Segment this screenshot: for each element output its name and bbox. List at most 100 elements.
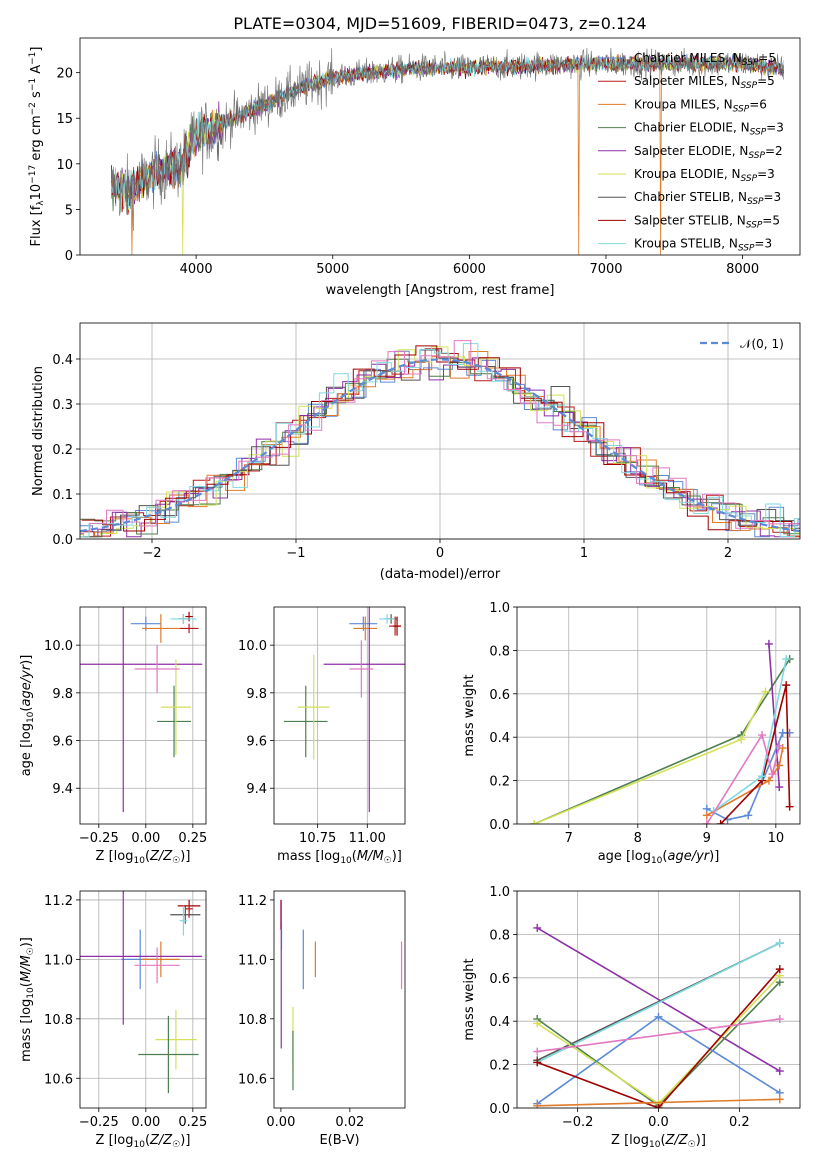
y-tick-label: 9.6 [52, 735, 73, 750]
x-tick-label: −0.2 [562, 1115, 594, 1130]
plus-marker [533, 1101, 542, 1108]
x-tick-label: 0 [436, 546, 444, 561]
y-tick-label: 1.0 [489, 885, 510, 900]
weight-vs-age-panel: 7 8 9 10 0.0 0.2 0.4 0.6 0.8 1.0 age [log10(age/yr… [462, 601, 801, 866]
mass-weight-line [537, 1098, 780, 1107]
plus-marker [654, 1012, 663, 1021]
x-tick-label: 0.02 [335, 1115, 364, 1130]
axes-frame [516, 890, 801, 1109]
x-axis-label: mass [log10(M/M☉)] [277, 849, 402, 866]
y-tick-label: 10.6 [238, 1072, 267, 1087]
x-tick-label: −1 [286, 546, 305, 561]
plot-area [280, 899, 403, 1091]
plus-marker [764, 639, 773, 648]
y-tick-label: 15 [56, 112, 73, 127]
legend-label: Chabrier ELODIE, NSSP=3 [634, 121, 784, 138]
plot-area [533, 923, 784, 1108]
x-axis-label: wavelength [Angstrom, rest frame] [326, 283, 555, 298]
x-axis-label: E(B-V) [319, 1133, 359, 1148]
x-axis-label: Z [log10(Z/Z☉)] [611, 1133, 706, 1150]
y-tick-label: 0.2 [489, 775, 510, 790]
y-tick-label: 0.0 [489, 1102, 510, 1117]
x-axis-label: Z [log10(Z/Z☉)] [96, 1133, 191, 1150]
x-tick-label: 10 [768, 831, 785, 846]
x-tick-label: 4000 [180, 262, 213, 277]
plus-marker [530, 820, 539, 824]
normal-curve-line [80, 358, 800, 533]
y-tick-label: 0.4 [489, 731, 510, 746]
legend-label: Chabrier STELIB, NSSP=3 [634, 190, 781, 207]
ticks: −0.25 0.00 0.25 9.4 9.6 9.8 10.0 [44, 639, 207, 846]
axes-frame [273, 606, 406, 825]
plus-marker [775, 761, 784, 770]
legend-label: 𝒩(0, 1) [740, 337, 784, 351]
x-tick-label: 2 [724, 546, 732, 561]
mass-weight-line [706, 747, 784, 816]
age-vs-metallicity-panel: −0.25 0.00 0.25 9.4 9.6 9.8 10.0 Z [log10(Z/Z☉)… [19, 606, 207, 866]
plot-area [111, 47, 784, 255]
plus-marker [533, 1047, 542, 1056]
x-tick-label: 0.25 [178, 1115, 207, 1130]
plus-marker [533, 1019, 542, 1028]
ticks: −0.25 0.00 0.25 10.6 10.8 11.0 11.2 [44, 894, 207, 1130]
age-vs-mass-panel: 10.75 11.00 9.4 9.6 9.8 10.0 mass [log10(M/M☉)… [238, 606, 406, 866]
y-tick-label: 9.4 [52, 782, 73, 797]
y-tick-label: 10.6 [44, 1072, 73, 1087]
y-tick-label: 0.3 [52, 398, 73, 413]
x-tick-label: 0.00 [131, 831, 160, 846]
y-tick-label: 1.0 [489, 601, 510, 616]
spectrum-panel: 4000 5000 6000 7000 8000 0 5 10 15 20 Chabrier MIL… [28, 37, 801, 298]
grid [80, 607, 206, 824]
plus-marker [716, 820, 725, 824]
plus-marker [778, 728, 787, 737]
figure-title: PLATE=0304, MJD=51609, FIBERID=0473, z=0… [233, 14, 646, 33]
legend-label: Salpeter STELIB, NSSP=5 [634, 213, 780, 230]
y-tick-label: 0.2 [52, 443, 73, 458]
mass-weight-line [536, 968, 781, 1108]
plus-marker [768, 770, 777, 779]
y-axis-label: mass [log10(M/M☉)] [19, 937, 36, 1062]
y-tick-label: 11.2 [238, 894, 267, 909]
x-tick-label: −2 [142, 546, 161, 561]
legend: 𝒩(0, 1) [700, 337, 784, 351]
plus-marker [775, 783, 784, 792]
plus-marker [758, 731, 767, 740]
histogram-step-line [81, 345, 800, 532]
y-axis-label: mass weight [462, 674, 477, 756]
x-tick-label: 9 [703, 831, 711, 846]
y-tick-label: 20 [56, 67, 73, 82]
y-tick-label: 9.4 [246, 782, 267, 797]
grid [274, 607, 405, 824]
plus-marker [775, 1095, 784, 1104]
y-axis-label: Normed distribution [31, 366, 46, 496]
histogram-step-line [80, 346, 800, 538]
x-tick-label: 11.00 [349, 831, 386, 846]
plus-marker [764, 776, 773, 785]
x-tick-label: 7 [565, 831, 573, 846]
mass-weight-line [536, 927, 781, 1072]
y-tick-label: 0.2 [489, 1059, 510, 1074]
y-axis-label: Flux [fλ10−17 erg cm−2 s−1 A−1] [28, 47, 46, 247]
y-tick-label: 9.6 [246, 735, 267, 750]
x-axis-label: Z [log10(Z/Z☉)] [96, 849, 191, 866]
histogram-step-line [80, 351, 800, 538]
plot-area [530, 639, 794, 824]
legend: Chabrier MILES, NSSP=5 Salpeter MILES, NS… [598, 51, 784, 254]
y-tick-label: 0.0 [52, 533, 73, 548]
x-tick-label: 5000 [316, 262, 349, 277]
x-tick-label: 0.00 [266, 1115, 295, 1130]
ticks: −0.2 0.0 0.2 0.0 0.2 0.4 0.6 0.8 1.0 [489, 885, 749, 1130]
mass-weight-line [533, 658, 791, 824]
y-tick-label: 10.0 [238, 639, 267, 654]
plus-marker [533, 923, 542, 932]
y-tick-label: 0.1 [52, 488, 73, 503]
axes-frame [79, 606, 207, 825]
mass-weight-line [537, 1018, 780, 1053]
plus-marker [702, 820, 711, 824]
y-tick-label: 0.6 [489, 688, 510, 703]
plus-marker [785, 802, 794, 811]
x-axis-label: (data-model)/error [380, 567, 501, 582]
plus-marker [761, 687, 770, 696]
x-tick-label: 7000 [589, 262, 622, 277]
